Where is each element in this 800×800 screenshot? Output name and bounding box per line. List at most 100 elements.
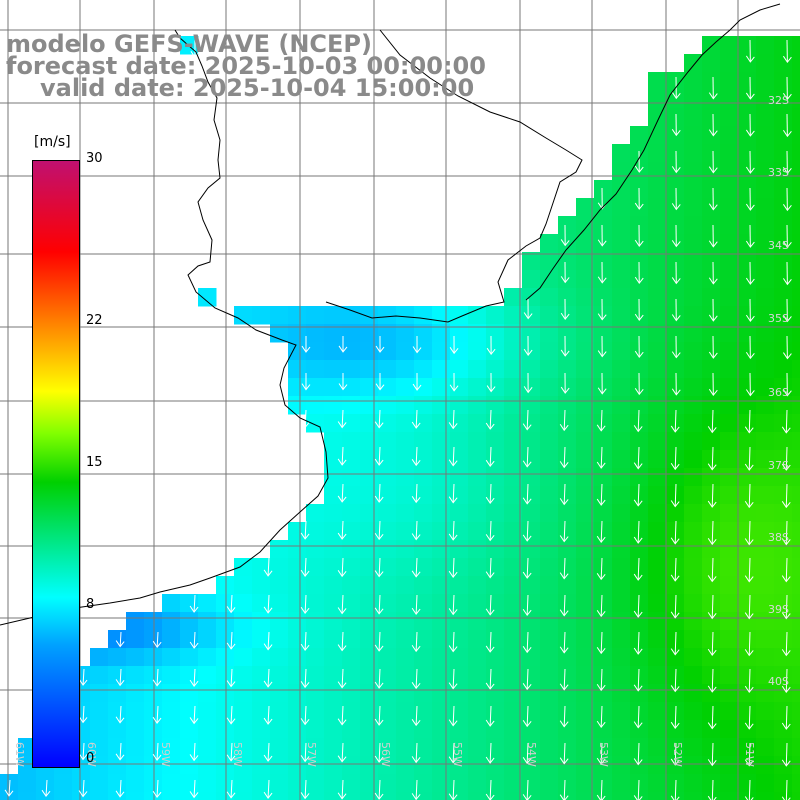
wind-cell [612,612,631,631]
longitude-labels: 61W 60W 59W 58W 57W 56W 55W 54W 53W 52W 51W [13,742,756,767]
wind-cell [594,558,613,577]
wind-cell [684,612,703,631]
wind-cell [648,378,667,397]
wind-arrow [707,483,717,508]
wind-cell [684,288,703,307]
wind-cell [666,684,685,703]
wind-cell [468,612,487,631]
wind-cell [576,540,595,559]
wind-cell [108,756,127,775]
wind-cell [360,594,379,613]
wind-cell [396,432,415,451]
wind-arrow [559,557,569,580]
wind-arrow [411,742,421,764]
wind-cell [576,504,595,523]
wind-cell [792,306,800,325]
wind-cell [756,504,775,523]
wind-cell [486,594,505,613]
wind-cell [792,486,800,505]
wind-cell [648,756,667,775]
wind-cell [738,90,757,109]
wind-cell [216,666,235,685]
wind-cell [90,756,109,775]
wind-cell [486,540,505,559]
wind-arrow [708,113,718,137]
wind-cell [666,90,685,109]
wind-arrow [633,779,643,800]
wind-cell [576,306,595,325]
wind-cell [702,756,721,775]
wind-cell [162,792,181,800]
wind-cell [756,72,775,91]
wind-cell [324,378,343,397]
wind-cell [36,774,55,793]
wind-cell [720,306,739,325]
wind-arrow [559,446,569,469]
wind-cell [684,720,703,739]
wind-cell [666,216,685,235]
wind-cell [576,378,595,397]
wind-arrow [226,631,236,650]
wind-cell [630,432,649,451]
wind-cell [306,396,325,415]
wind-cell [270,648,289,667]
wind-cell [684,702,703,721]
wind-cell [342,450,361,469]
wind-cell [774,594,793,613]
wind-arrow [781,705,791,730]
wind-arrow [782,150,792,175]
wind-cell [738,666,757,685]
wind-cell [450,738,469,757]
wind-cell [576,432,595,451]
wind-cell [414,360,433,379]
wind-cell [630,324,649,343]
wind-cell [684,684,703,703]
wind-cell [558,792,577,800]
wind-arrow [448,409,458,430]
wind-arrow [411,705,421,727]
wind-arrow [300,779,310,800]
wind-cell [774,540,793,559]
wind-cell [162,738,181,757]
wind-arrow [411,520,421,541]
wind-cell [720,180,739,199]
wind-cell [576,252,595,271]
wind-cell [558,666,577,685]
wind-cell [468,720,487,739]
wind-cell [684,522,703,541]
wind-cell [450,648,469,667]
wind-cell [252,792,271,800]
wind-cell [738,432,757,451]
wind-cell [720,270,739,289]
wind-cell [288,342,307,361]
wind-arrow [707,631,717,657]
wind-cell [756,324,775,343]
wind-cell [702,774,721,793]
wind-arrow [670,705,680,730]
wind-cell [612,576,631,595]
wind-arrow [374,409,384,429]
wind-cell [558,594,577,613]
wind-cell [720,36,739,55]
wind-cell [396,630,415,649]
wind-cell [540,360,559,379]
wind-cell [360,648,379,667]
wind-cell [666,612,685,631]
wind-cell [792,720,800,739]
wind-cell [720,396,739,415]
wind-cell [378,684,397,703]
wind-arrow [670,779,680,800]
wind-cell [450,792,469,800]
wind-cell [720,702,739,721]
wind-cell [648,720,667,739]
wind-cell [630,504,649,523]
wind-cell [684,234,703,253]
wind-arrow [671,372,681,396]
longitude-label: 56W [379,742,392,767]
wind-arrow [152,742,162,761]
wind-cell [702,720,721,739]
wind-cell [594,414,613,433]
wind-cell [648,252,667,271]
wind-cell [288,396,307,415]
wind-cell [306,324,325,343]
